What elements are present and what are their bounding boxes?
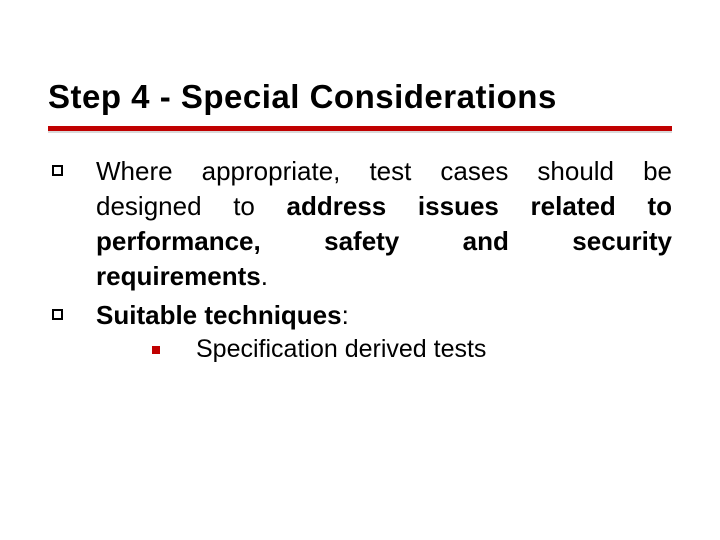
bullet-text-suffix: . bbox=[261, 261, 268, 291]
sub-bullet-text: Specification derived tests bbox=[196, 335, 486, 363]
square-bullet-filled-icon bbox=[152, 346, 160, 354]
slide-container: Step 4 - Special Considerations Where ap… bbox=[0, 0, 720, 540]
bullet-text-bold: Suitable techniques bbox=[96, 300, 342, 330]
title-region: Step 4 - Special Considerations bbox=[0, 0, 720, 116]
square-bullet-icon bbox=[52, 309, 63, 320]
list-item: Suitable techniques: Specification deriv… bbox=[48, 298, 672, 367]
slide-title: Step 4 - Special Considerations bbox=[48, 78, 672, 116]
sub-bullet-list: Specification derived tests bbox=[96, 333, 672, 367]
divider bbox=[48, 126, 672, 132]
list-item: Specification derived tests bbox=[144, 333, 672, 367]
bullet-text-suffix: : bbox=[342, 300, 349, 330]
divider-shadow bbox=[48, 131, 672, 133]
list-item: Where appropriate, test cases should be … bbox=[48, 154, 672, 294]
square-bullet-icon bbox=[52, 165, 63, 176]
content-region: Where appropriate, test cases should be … bbox=[0, 132, 720, 367]
bullet-list: Where appropriate, test cases should be … bbox=[48, 154, 672, 367]
